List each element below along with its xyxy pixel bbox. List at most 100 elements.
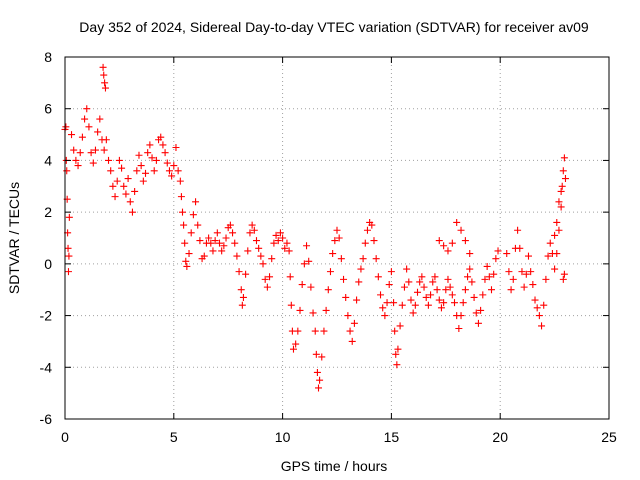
data-point xyxy=(68,131,76,139)
data-point xyxy=(433,286,441,294)
data-point xyxy=(157,133,165,141)
data-point xyxy=(211,237,219,245)
data-point xyxy=(102,136,110,144)
data-point xyxy=(442,286,450,294)
data-point xyxy=(281,244,289,252)
data-point xyxy=(516,244,524,252)
data-point xyxy=(420,283,428,291)
data-point xyxy=(72,156,80,164)
data-point xyxy=(472,309,480,317)
x-tick-label: 15 xyxy=(384,429,400,445)
data-point xyxy=(448,239,456,247)
data-point xyxy=(374,273,382,281)
data-point xyxy=(355,278,363,286)
data-point xyxy=(435,237,443,245)
data-point xyxy=(70,146,78,154)
data-point xyxy=(560,154,568,162)
x-tick-labels: 0 5 10 15 20 25 xyxy=(61,429,617,445)
data-point xyxy=(551,265,559,273)
data-point xyxy=(479,291,487,299)
data-point xyxy=(324,286,332,294)
data-point xyxy=(483,262,491,270)
data-point xyxy=(544,252,552,260)
data-point xyxy=(176,177,184,185)
data-point xyxy=(62,123,70,131)
data-point xyxy=(379,304,387,312)
data-point xyxy=(122,190,130,198)
plot-frame xyxy=(64,56,610,420)
data-point xyxy=(524,252,532,260)
data-point xyxy=(359,255,367,263)
data-point xyxy=(313,368,321,376)
data-point xyxy=(296,306,304,314)
data-point xyxy=(361,239,369,247)
data-point xyxy=(333,226,341,234)
data-point xyxy=(215,239,223,247)
data-point xyxy=(470,293,478,301)
data-point xyxy=(437,304,445,312)
y-tick-label: 8 xyxy=(44,49,52,65)
data-point xyxy=(135,151,143,159)
data-point xyxy=(346,327,354,335)
data-point xyxy=(292,340,300,348)
data-point xyxy=(139,177,147,185)
data-point xyxy=(466,250,474,258)
data-point xyxy=(181,239,189,247)
data-point xyxy=(518,268,526,276)
data-point xyxy=(174,167,182,175)
data-point xyxy=(468,278,476,286)
data-point xyxy=(239,293,247,301)
data-point xyxy=(94,128,102,136)
data-point xyxy=(78,133,86,141)
data-point xyxy=(220,242,228,250)
data-point xyxy=(357,265,365,273)
data-point xyxy=(363,226,371,234)
data-point xyxy=(244,247,252,255)
data-point xyxy=(189,211,197,219)
data-point xyxy=(538,322,546,330)
data-point xyxy=(182,257,190,265)
data-point xyxy=(261,275,269,283)
x-tick-label: 0 xyxy=(61,429,69,445)
axis-ticks xyxy=(64,56,610,420)
data-point xyxy=(368,221,376,229)
data-point xyxy=(187,229,195,237)
data-point xyxy=(477,306,485,314)
data-point xyxy=(283,239,291,247)
data-point xyxy=(242,270,250,278)
chart-title: Day 352 of 2024, Sidereal Day-to-day VTE… xyxy=(79,19,589,35)
data-point xyxy=(137,162,145,170)
x-tick-label: 5 xyxy=(170,429,178,445)
data-point xyxy=(194,221,202,229)
data-point xyxy=(503,250,511,258)
data-point xyxy=(111,193,119,201)
data-point xyxy=(535,312,543,320)
data-point xyxy=(381,312,389,320)
data-point xyxy=(196,237,204,245)
data-point xyxy=(553,218,561,226)
data-point xyxy=(407,296,415,304)
data-point xyxy=(444,275,452,283)
data-point xyxy=(316,376,324,384)
data-point xyxy=(466,265,474,273)
data-point xyxy=(422,293,430,301)
data-point xyxy=(303,242,311,250)
data-point xyxy=(557,187,565,195)
data-point xyxy=(509,275,517,283)
data-point xyxy=(183,262,191,270)
data-point xyxy=(150,167,158,175)
data-point xyxy=(309,309,317,317)
data-point xyxy=(551,231,559,239)
data-point xyxy=(65,252,73,260)
y-tick-label: 0 xyxy=(44,256,52,272)
data-point xyxy=(553,250,561,258)
data-point xyxy=(350,319,358,327)
data-point xyxy=(405,278,413,286)
data-point xyxy=(318,353,326,361)
data-point xyxy=(560,270,568,278)
data-point xyxy=(289,345,297,353)
data-point xyxy=(398,301,406,309)
data-point xyxy=(372,255,380,263)
data-point xyxy=(555,198,563,206)
data-point xyxy=(529,281,537,289)
